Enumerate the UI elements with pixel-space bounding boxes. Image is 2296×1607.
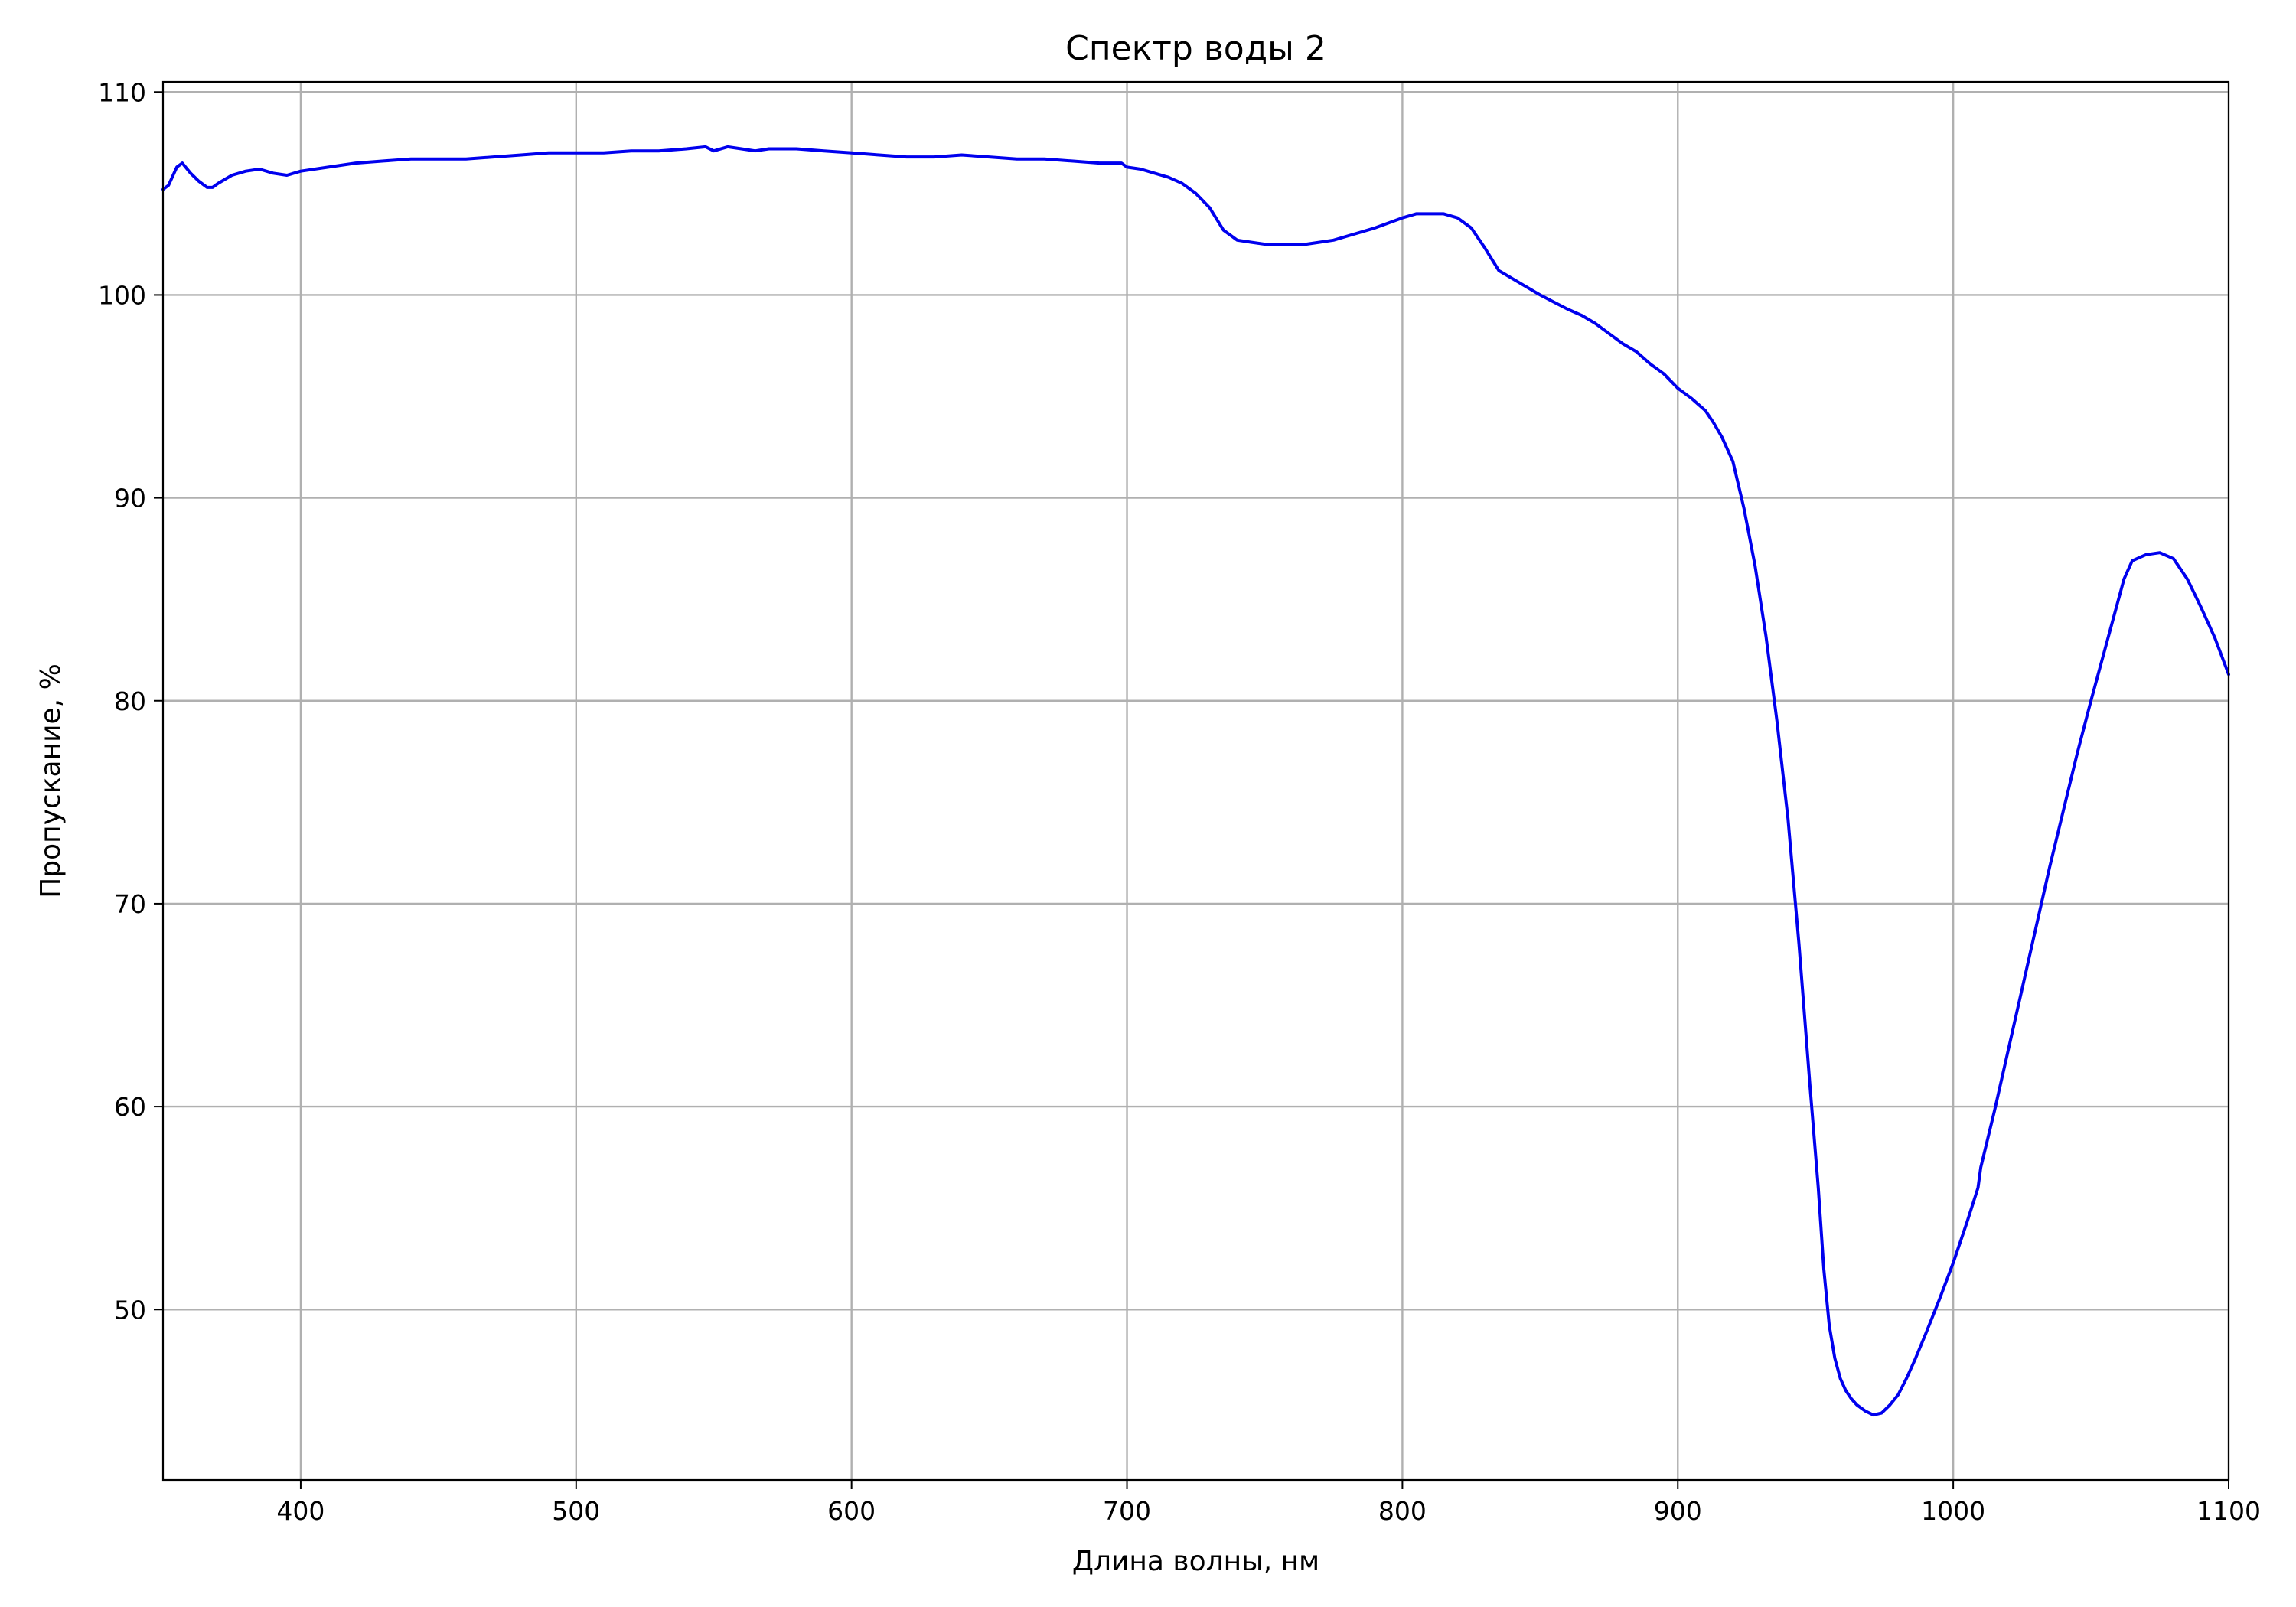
- x-tick-label: 700: [1103, 1496, 1151, 1526]
- x-tick-label: 1000: [1921, 1496, 1985, 1526]
- y-axis-title: Пропускание, %: [35, 663, 67, 898]
- y-tick-label: 100: [98, 280, 146, 310]
- y-tick-label: 70: [114, 889, 146, 919]
- series-line: [161, 145, 2230, 1417]
- ticks: 400 500 600 700 800 900 1000 1100 50 60 70 80 90 100 1…: [98, 77, 2261, 1526]
- x-tick-label: 1100: [2197, 1496, 2261, 1526]
- x-tick-label: 500: [552, 1496, 600, 1526]
- x-tick-label: 400: [276, 1496, 325, 1526]
- x-tick-label: 900: [1654, 1496, 1702, 1526]
- y-tick-label: 110: [98, 77, 146, 107]
- chart-title: Спектр воды 2: [1065, 29, 1326, 68]
- y-tick-label: 50: [114, 1295, 146, 1325]
- y-tick-label: 80: [114, 686, 146, 716]
- series-layer: [161, 145, 2230, 1417]
- x-tick-label: 800: [1378, 1496, 1427, 1526]
- plot-frame: [161, 80, 2230, 1482]
- y-tick-label: 60: [114, 1092, 146, 1122]
- x-axis-title: Длина волны, нм: [1072, 1546, 1319, 1577]
- x-tick-label: 600: [827, 1496, 876, 1526]
- grid: [163, 82, 2230, 1480]
- y-tick-label: 90: [114, 484, 146, 513]
